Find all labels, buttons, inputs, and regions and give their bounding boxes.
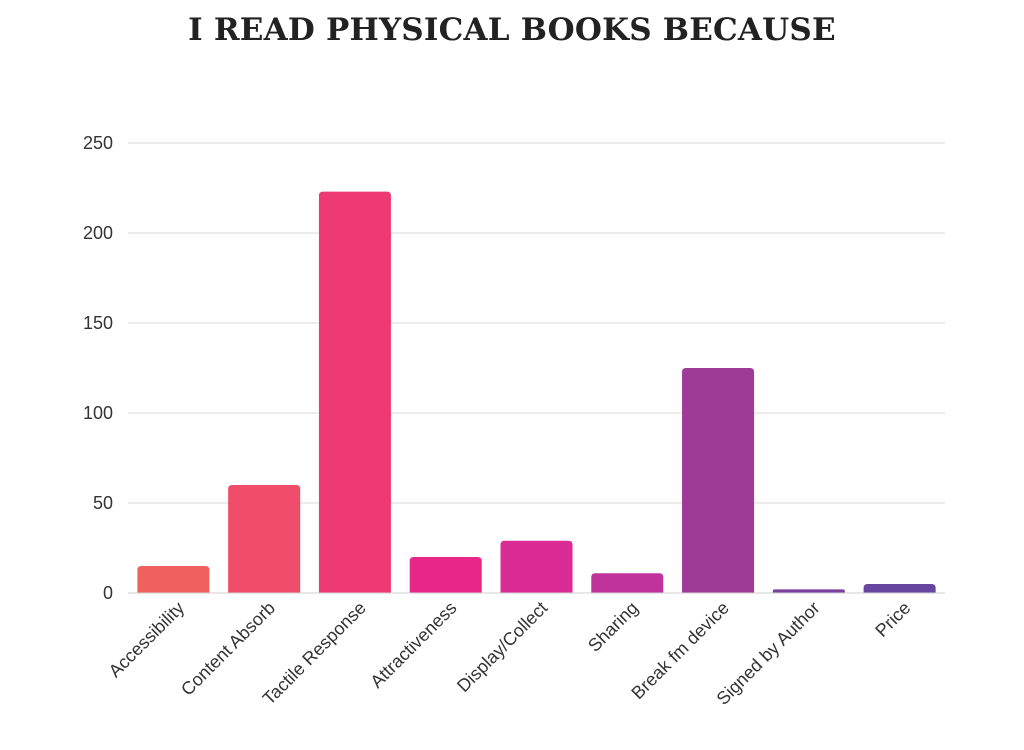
bar-signed-by-author: [772, 589, 845, 593]
x-tick-label: Content Absorb: [177, 598, 279, 700]
x-tick-label: Attractiveness: [366, 598, 460, 692]
bar-tactile-response: [318, 191, 391, 593]
y-tick-label: 150: [83, 313, 113, 333]
y-tick-label: 0: [103, 583, 113, 603]
bar-content-absorb: [228, 485, 301, 593]
y-axis-ticks: 0 50 100 150 200 250: [83, 133, 113, 603]
bar-price: [863, 584, 936, 593]
bar-display-collect: [500, 540, 573, 593]
gridlines: [128, 142, 945, 504]
x-tick-label: Sharing: [584, 598, 642, 656]
x-tick-label: Display/Collect: [453, 598, 551, 696]
x-tick-label: Accessibility: [105, 598, 188, 681]
bar-attractiveness: [409, 557, 482, 593]
chart-title: I READ PHYSICAL BOOKS BECAUSE: [188, 12, 836, 48]
y-tick-label: 50: [93, 493, 113, 513]
y-tick-label: 250: [83, 133, 113, 153]
y-tick-label: 100: [83, 403, 113, 423]
x-tick-label: Break fm device: [627, 598, 732, 703]
x-tick-label: Price: [871, 598, 914, 641]
bar-accessibility: [137, 566, 210, 593]
bar-break-fm-device: [682, 368, 755, 593]
bars: [137, 191, 936, 593]
y-tick-label: 200: [83, 223, 113, 243]
bar-sharing: [591, 573, 664, 593]
